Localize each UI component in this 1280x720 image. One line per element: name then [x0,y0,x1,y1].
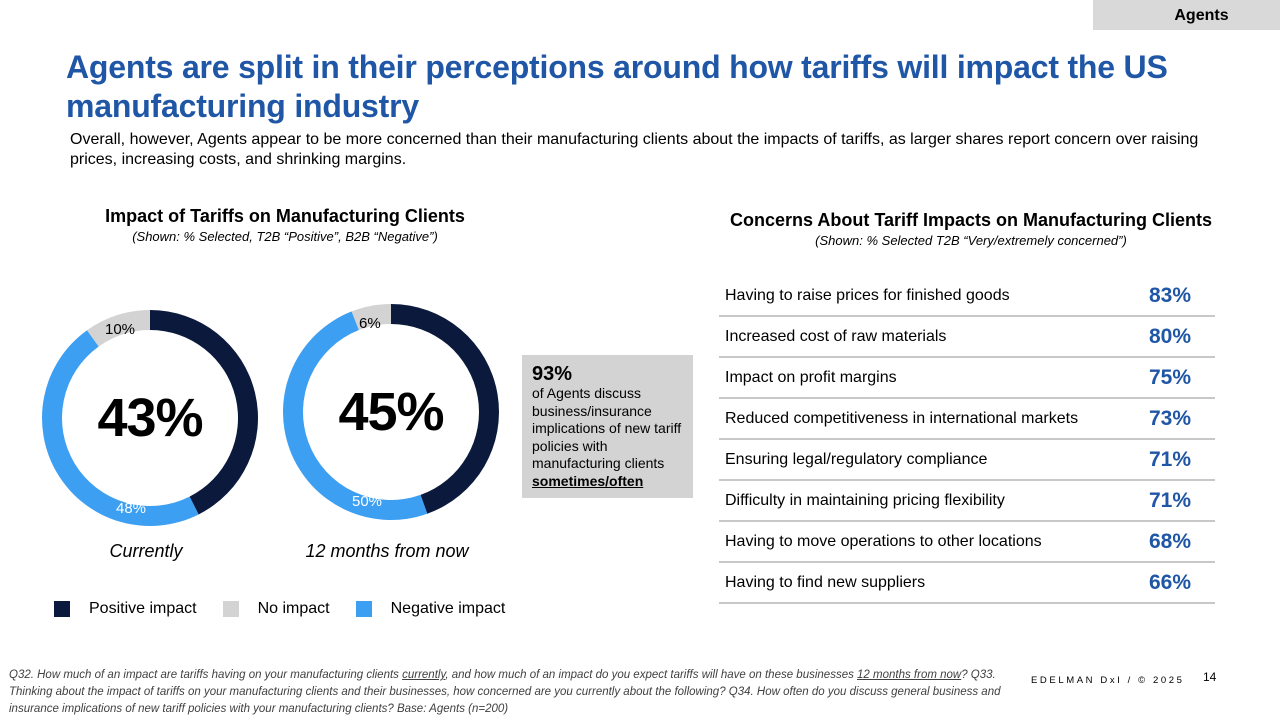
page-subtitle: Overall, however, Agents appear to be mo… [70,131,1199,168]
period-label-currently: Currently [109,541,183,561]
legend-item-none: No impact [222,600,330,618]
table-row: Having to raise prices for finished good… [719,276,1215,317]
footnote-underline: 12 months from now [857,669,962,681]
left-chart-heading: Impact of Tariffs on Manufacturing Clien… [105,206,465,226]
concern-value: 80% [1148,324,1191,348]
center-value-currently: 43% [97,388,203,448]
chart-legend: Positive impact No impact Negative impac… [54,600,531,618]
donut-chart-12-months: 45% 50% 6% [281,302,501,522]
slice-negative-currently [41,330,199,526]
callout-text: of Agents discuss business/insurance imp… [532,385,682,471]
slice-none-currently [87,310,150,347]
donut-svg-currently [41,310,258,526]
legend-label-none: No impact [257,600,330,617]
right-chart-subheading: (Shown: % Selected T2B “Very/extremely c… [815,233,1127,248]
concern-value: 73% [1148,406,1191,430]
concern-value: 71% [1148,488,1191,512]
center-value-12-months: 45% [338,382,444,442]
page-title: Agents are split in their perceptions ar… [66,49,1168,124]
donut-svg-12-months [282,304,499,521]
concern-label: Impact on profit margins [725,368,897,386]
table-row: Having to move operations to other locat… [719,522,1215,563]
donut-chart-currently: 43% 48% 10% [40,308,260,528]
concern-value: 83% [1148,283,1191,307]
callout-box: 93% of Agents discuss business/insurance… [522,355,693,498]
footnote-part: ? Q33. Thinking about the impact of tari… [9,669,1001,715]
brand-mark: EDELMAN DxI / © 2025 [1031,675,1185,686]
concern-value: 66% [1148,570,1191,594]
concern-label: Having to raise prices for finished good… [725,286,1010,304]
table-row: Impact on profit margins 75% [719,358,1215,399]
table-row: Reduced competitiveness in international… [719,399,1215,440]
legend-swatch-none [222,601,239,617]
legend-swatch-positive [54,601,70,617]
legend-label-positive: Positive impact [89,600,197,617]
table-row: Having to find new suppliers 66% [719,563,1215,604]
slice-positive-12-months [391,304,499,514]
page-number: 14 [1203,670,1217,684]
callout-emphasis: sometimes/often [532,472,644,489]
concern-value: 71% [1148,447,1191,471]
concern-label: Having to move operations to other locat… [725,532,1042,550]
slice-label-negative-12-months: 50% [352,493,383,510]
callout-value: 93% [532,363,573,385]
footnote: Q32. How much of an impact are tariffs h… [9,667,1009,718]
concern-label: Ensuring legal/regulatory compliance [725,450,988,468]
footnote-part: Q32. How much of an impact are tariffs h… [9,669,403,681]
legend-item-negative: Negative impact [355,600,506,618]
slice-none-12-months [351,304,391,331]
right-chart-header: Concerns About Tariff Impacts on Manufac… [712,210,1230,248]
concern-label: Having to find new suppliers [725,573,926,591]
slice-label-none-currently: 10% [105,321,136,338]
slice-label-none-12-months: 6% [359,315,381,332]
concerns-list: Having to raise prices for finished good… [719,276,1215,604]
slice-positive-currently [150,310,258,515]
concern-label: Difficulty in maintaining pricing flexib… [725,491,1005,509]
concern-label: Increased cost of raw materials [725,327,947,345]
table-row: Difficulty in maintaining pricing flexib… [719,481,1215,522]
legend-label-negative: Negative impact [390,600,506,617]
legend-item-positive: Positive impact [54,600,197,618]
slice-negative-12-months [282,311,428,521]
left-chart-subheading: (Shown: % Selected, T2B “Positive”, B2B … [132,229,438,244]
concern-value: 75% [1148,365,1191,389]
legend-swatch-negative [355,601,372,617]
slice-label-negative-currently: 48% [116,500,147,517]
period-label-12-months: 12 months from now [305,541,469,561]
concern-value: 68% [1148,529,1191,553]
table-row: Increased cost of raw materials 80% [719,317,1215,358]
concern-label: Reduced competitiveness in international… [725,409,1079,427]
footnote-underline: currently [402,669,446,681]
left-chart-header: Impact of Tariffs on Manufacturing Clien… [80,206,490,244]
footnote-part: , and how much of an impact do you expec… [445,669,858,681]
right-chart-heading: Concerns About Tariff Impacts on Manufac… [729,210,1213,230]
table-row: Ensuring legal/regulatory compliance 71% [719,440,1215,481]
section-tag: Agents [1093,0,1280,30]
